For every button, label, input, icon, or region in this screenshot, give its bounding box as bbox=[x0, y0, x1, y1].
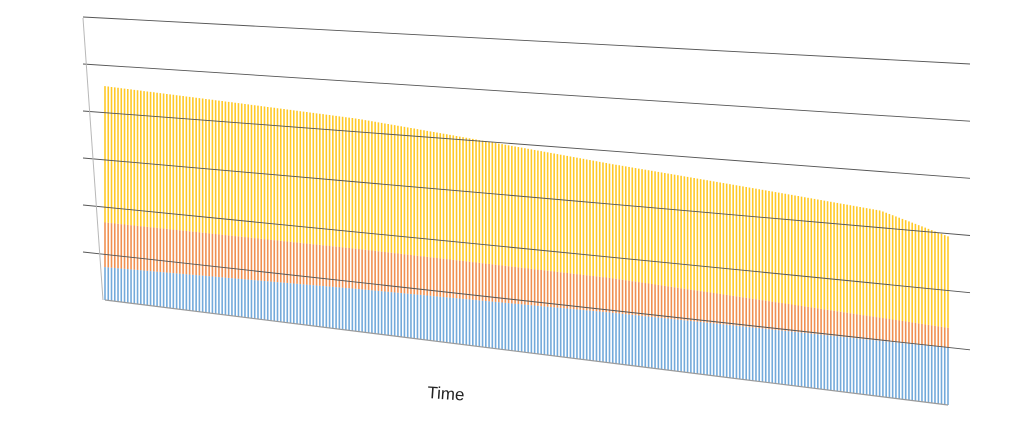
axis-lines bbox=[82, 17, 949, 406]
gridline-3 bbox=[82, 157, 971, 236]
bars-layer bbox=[104, 86, 949, 405]
gridline-4 bbox=[82, 110, 971, 179]
gridline-2 bbox=[82, 204, 971, 294]
gridline-5 bbox=[82, 63, 971, 122]
y-axis-line bbox=[82, 17, 104, 301]
x-axis-label: Time bbox=[427, 383, 465, 405]
gridlines bbox=[82, 16, 971, 351]
gridline-6 bbox=[82, 16, 971, 65]
gridline-1 bbox=[82, 251, 971, 351]
x-axis-line bbox=[104, 299, 949, 406]
